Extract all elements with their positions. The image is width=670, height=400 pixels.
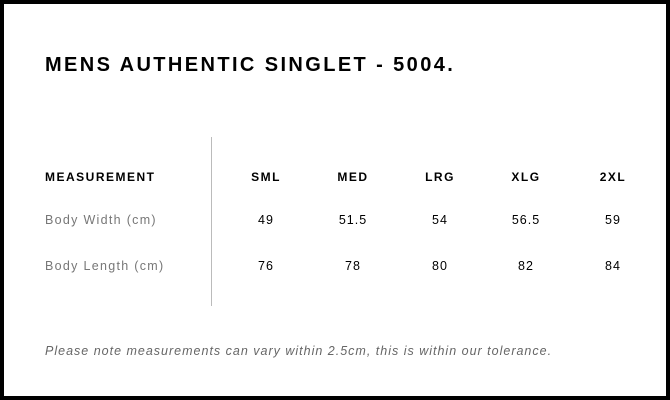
page-title: MENS AUTHENTIC SINGLET - 5004. [45,54,456,76]
header-size: SML [251,170,281,184]
table-cell: 82 [518,259,534,273]
table-header-row: MEASUREMENT SML MED LRG XLG 2XL [4,170,666,186]
table-cell: 59 [605,213,621,227]
table-cell: 56.5 [511,213,541,227]
table-row: Body Width (cm) 49 51.5 54 56.5 59 [4,213,666,229]
header-size: 2XL [599,170,627,184]
table-cell: 84 [605,259,621,273]
row-label: Body Length (cm) [45,259,165,273]
header-size: LRG [425,170,455,184]
table-cell: 76 [258,259,274,273]
header-size: MED [337,170,369,184]
table-row: Body Length (cm) 76 78 80 82 84 [4,259,666,275]
header-measurement: MEASUREMENT [45,170,156,184]
row-label: Body Width (cm) [45,213,157,227]
header-size: XLG [511,170,541,184]
column-divider [211,137,212,306]
tolerance-note: Please note measurements can vary within… [45,344,553,358]
table-cell: 49 [258,213,274,227]
table-cell: 80 [432,259,448,273]
table-cell: 51.5 [338,213,368,227]
table-cell: 54 [432,213,448,227]
table-cell: 78 [345,259,361,273]
size-chart-card: MENS AUTHENTIC SINGLET - 5004. MEASUREME… [4,4,666,396]
